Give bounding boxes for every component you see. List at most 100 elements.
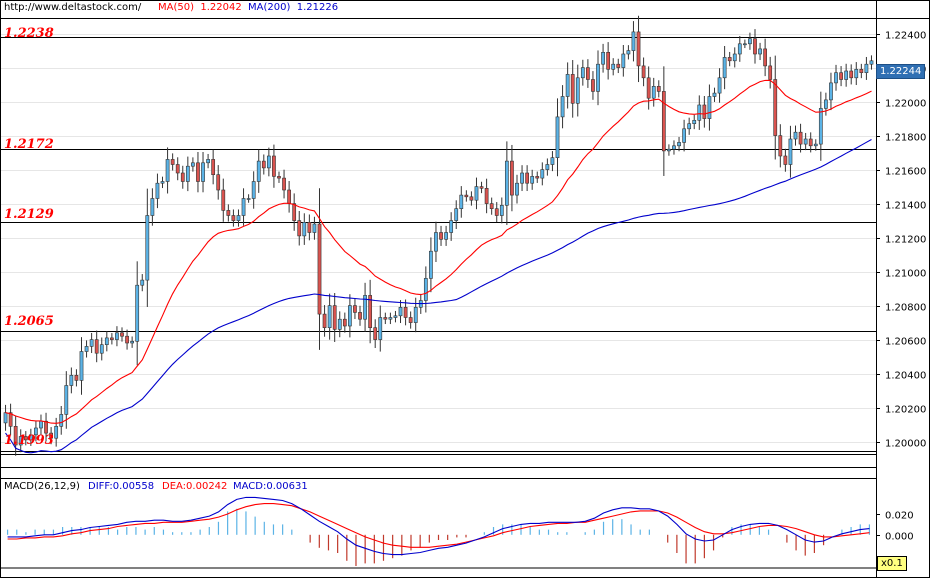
macd-diff-line xyxy=(7,496,870,556)
candle-body xyxy=(555,116,560,159)
candle-body xyxy=(348,305,352,327)
candle-body xyxy=(120,332,124,337)
candle-body xyxy=(79,351,84,381)
candle-body xyxy=(535,176,540,179)
candle-body xyxy=(226,210,231,216)
candle-body xyxy=(307,222,312,233)
candle-body xyxy=(773,79,778,136)
candle-body xyxy=(499,205,504,216)
candle-body xyxy=(469,196,474,201)
candle-body xyxy=(474,186,479,201)
candle-body xyxy=(682,128,686,143)
candle-body xyxy=(545,164,550,170)
candle-body xyxy=(49,432,53,439)
candle-body xyxy=(631,31,636,51)
y-tick-label: 1.21600 xyxy=(885,167,926,178)
candle-body xyxy=(196,162,200,182)
macd-tick-label: 0.000 xyxy=(885,532,914,543)
candle-body xyxy=(130,340,135,344)
candle-body xyxy=(839,72,843,80)
macd-dea: DEA:0.00242 xyxy=(162,481,228,492)
candle-body xyxy=(616,63,621,68)
candle-body xyxy=(454,208,459,221)
candle-body xyxy=(834,72,838,84)
candle-body xyxy=(322,313,327,329)
candle-body xyxy=(358,312,362,320)
candle-body xyxy=(287,189,291,204)
candle-body xyxy=(403,306,408,318)
candle-body xyxy=(423,278,428,301)
candle-body xyxy=(540,169,545,179)
level-label-1: 1.2238 xyxy=(4,26,54,41)
candle-body xyxy=(317,223,322,315)
candle-body xyxy=(869,60,874,65)
candle-body xyxy=(18,436,23,446)
candle-body xyxy=(236,215,241,221)
y-tick-label: 1.20200 xyxy=(885,405,926,416)
candle-body xyxy=(150,198,155,216)
ma200-label-text: MA(200) xyxy=(248,2,291,13)
macd-diff: DIFF:0.00558 xyxy=(88,481,155,492)
candle-body xyxy=(282,177,286,191)
candle-body xyxy=(464,194,469,198)
candle-body xyxy=(398,306,403,317)
candle-body xyxy=(342,318,347,327)
candle-body xyxy=(39,420,43,429)
candle-body xyxy=(251,181,256,199)
candle-body xyxy=(23,436,28,441)
macd-histogram xyxy=(6,508,871,566)
ma200-line xyxy=(5,139,872,454)
candle-body xyxy=(626,50,631,55)
candle-body xyxy=(13,425,18,446)
ma50-label-text: MA(50) xyxy=(158,2,194,13)
candle-body xyxy=(854,69,859,79)
candle-body xyxy=(717,77,722,94)
y-tick-label: 1.21800 xyxy=(885,133,926,144)
candle-body xyxy=(803,138,808,145)
candle-body xyxy=(813,143,818,147)
candle-body xyxy=(99,344,104,354)
candle-body xyxy=(494,208,499,216)
candle-body xyxy=(753,38,757,55)
candle-body xyxy=(479,186,484,189)
candle-body xyxy=(697,104,702,121)
zoom-button[interactable]: x0.1 xyxy=(877,556,907,571)
candle-body xyxy=(302,222,307,237)
level-label-4: 1.2065 xyxy=(4,314,54,329)
candle-body xyxy=(641,65,646,79)
candle-body xyxy=(575,77,580,104)
candle-body xyxy=(591,79,595,92)
candle-body xyxy=(413,306,418,323)
candle-body xyxy=(859,69,864,74)
level-label-5: 1.1993 xyxy=(4,433,54,448)
candle-body xyxy=(758,48,762,55)
candle-body xyxy=(211,159,216,175)
candle-body xyxy=(34,427,38,436)
candle-body xyxy=(844,70,849,80)
candle-body xyxy=(59,414,64,427)
candle-body xyxy=(661,91,666,152)
candle-body xyxy=(439,232,443,240)
candle-body xyxy=(484,188,489,204)
candle-body xyxy=(783,155,788,165)
y-tick-label: 1.21400 xyxy=(885,201,926,212)
candle-body xyxy=(256,160,261,182)
candle-body xyxy=(292,203,297,221)
ma50-label: MA(50) 1.22042 xyxy=(158,2,242,13)
candle-body xyxy=(515,182,519,196)
candle-body xyxy=(378,317,383,340)
source-url[interactable]: http://www.deltastock.com/ xyxy=(4,2,142,13)
candle-body xyxy=(864,63,869,73)
candle-body xyxy=(3,412,8,424)
candle-body xyxy=(312,223,317,233)
ma50-line xyxy=(5,79,872,424)
candle-body xyxy=(231,215,236,221)
candle-body xyxy=(408,317,413,323)
candle-body xyxy=(601,51,605,65)
candle-body xyxy=(560,96,565,118)
y-tick-label: 1.20600 xyxy=(885,337,926,348)
candle-body xyxy=(145,215,150,281)
candle-body xyxy=(489,203,494,210)
macd-dea-line xyxy=(7,503,870,548)
candle-body xyxy=(824,99,828,109)
